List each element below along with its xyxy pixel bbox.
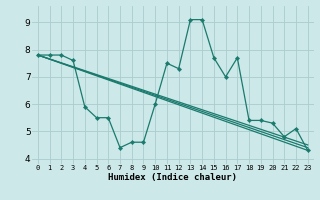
X-axis label: Humidex (Indice chaleur): Humidex (Indice chaleur): [108, 173, 237, 182]
